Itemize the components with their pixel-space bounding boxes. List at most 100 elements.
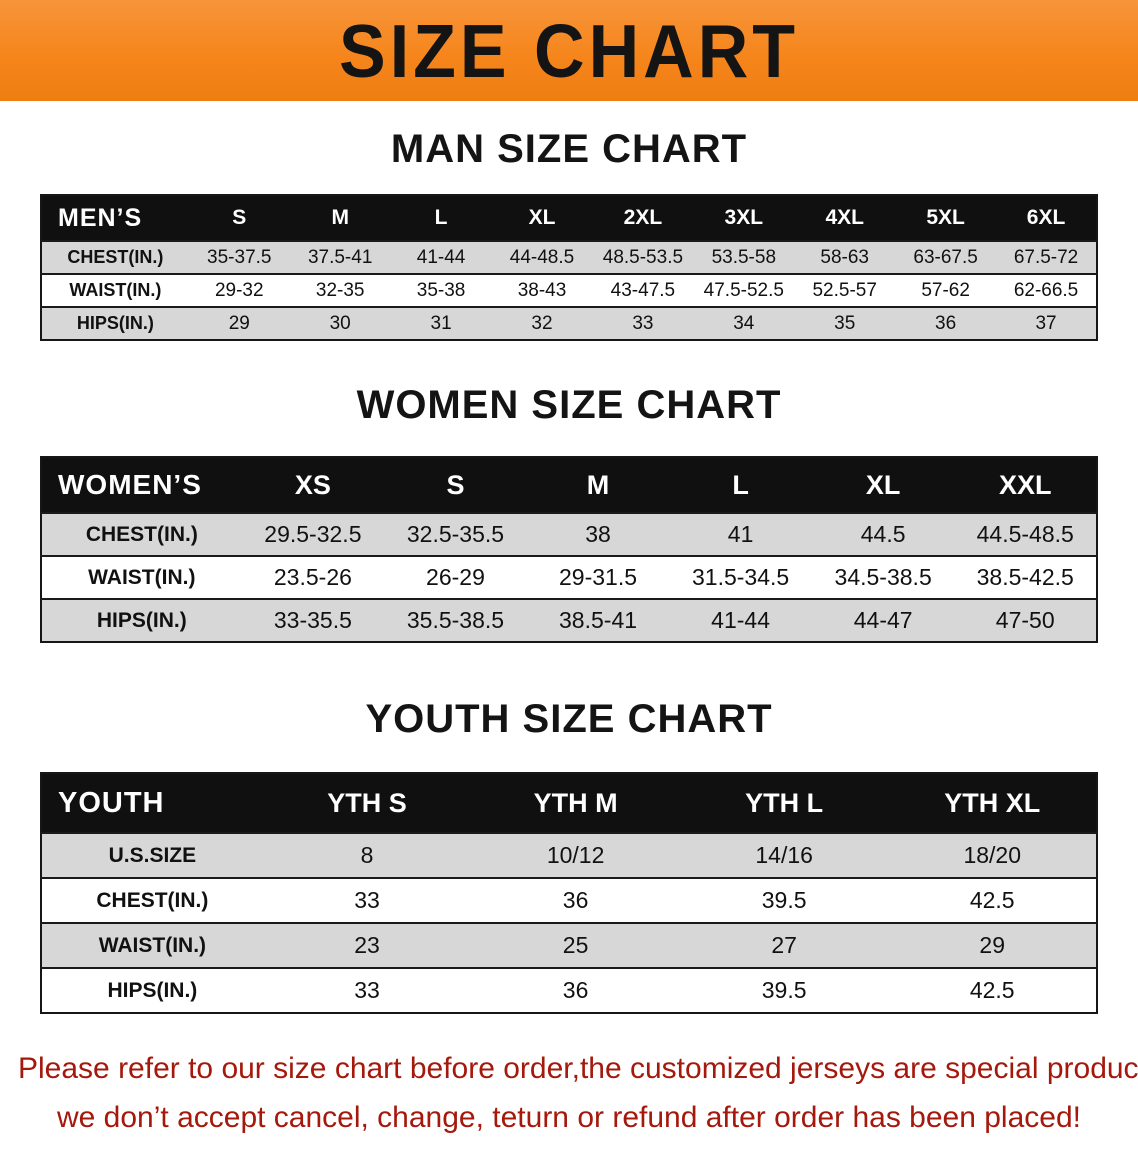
value-cell: 31.5-34.5 (691, 564, 790, 590)
measurement-row: WAIST(IN.) 29-32 32-35 35-38 38-43 43-47.5 47.… (41, 274, 1097, 307)
value-cell: 39.5 (761, 977, 807, 1003)
row-label-cell: HIPS(IN.) (107, 978, 198, 1002)
value-cell: 26-29 (426, 564, 485, 590)
value-cell: 62-66.5 (1013, 279, 1079, 301)
row-label-cell: HIPS(IN.) (76, 313, 154, 333)
value-cell: 29-31.5 (559, 564, 638, 590)
value-cell: 41 (727, 521, 754, 547)
value-cell: 8 (360, 842, 374, 868)
value-cell: 30 (329, 312, 351, 334)
value-cell: 36 (562, 887, 589, 913)
value-cell: 33-35.5 (273, 607, 352, 633)
value-cell: 29 (228, 312, 250, 334)
row-label-cell: CHEST(IN.) (85, 522, 198, 546)
size-header-cell: 5XL (895, 195, 997, 241)
value-cell: 35-37.5 (207, 246, 272, 268)
size-header-cell: YTH S (262, 773, 472, 833)
measurement-row: WAIST(IN.) 23.5-26 26-29 29-31.5 31.5-34.5 34… (41, 556, 1097, 599)
value-cell: 44.5-48.5 (976, 521, 1074, 547)
row-label-cell: CHEST(IN.) (67, 247, 164, 267)
value-cell: 52.5-57 (812, 279, 877, 301)
value-cell: 36 (935, 312, 957, 334)
value-cell: 42.5 (969, 887, 1015, 913)
measurement-row: HIPS(IN.) 29 30 31 32 33 34 35 36 37 (41, 307, 1097, 340)
measurement-row: CHEST(IN.) 29.5-32.5 32.5-35.5 38 41 44.5 44.5… (41, 513, 1097, 556)
measurement-row: HIPS(IN.) 33-35.5 35.5-38.5 38.5-41 41-44 44-… (41, 599, 1097, 642)
value-cell: 32-35 (315, 279, 365, 301)
section-women: WOMEN SIZE CHART WOMEN’S XS S M L XL XXL CHEST(… (0, 383, 1138, 643)
size-header-cell: YTH L (679, 773, 889, 833)
value-cell: 38.5-41 (559, 607, 638, 633)
table-title-cell: MEN’S (41, 195, 189, 241)
size-header-cell: M (526, 457, 670, 513)
size-header-cell: YTH XL (888, 773, 1097, 833)
value-cell: 38 (585, 521, 611, 547)
measurement-row: WAIST(IN.) 23 25 27 29 (41, 923, 1097, 968)
value-cell: 39.5 (761, 887, 807, 913)
value-cell: 29.5-32.5 (264, 521, 362, 547)
value-cell: 35-38 (416, 279, 466, 301)
value-cell: 33 (354, 887, 380, 913)
value-cell: 67.5-72 (1013, 246, 1079, 268)
disclaimer-line-2: we don’t accept cancel, change, teturn o… (57, 1101, 1081, 1134)
value-cell: 10/12 (546, 842, 605, 868)
value-cell: 35.5-38.5 (406, 607, 505, 633)
value-cell: 37 (1035, 312, 1057, 334)
value-cell: 34.5-38.5 (834, 564, 932, 590)
value-cell: 44-48.5 (509, 246, 575, 268)
value-cell: 14/16 (755, 842, 813, 868)
value-cell: 34 (733, 312, 755, 334)
value-cell: 41-44 (711, 607, 770, 633)
youth-section-heading: YOUTH SIZE CHART (365, 697, 773, 741)
value-cell: 63-67.5 (913, 246, 978, 268)
size-header-cell: M (289, 195, 391, 241)
row-label-cell: WAIST(IN.) (69, 280, 162, 300)
row-label-cell: HIPS(IN.) (96, 608, 187, 632)
value-cell: 27 (771, 932, 797, 958)
value-cell: 29-32 (214, 279, 264, 301)
value-cell: 29 (979, 932, 1006, 958)
size-header-cell: 6XL (996, 195, 1097, 241)
measurement-row: CHEST(IN.) 33 36 39.5 42.5 (41, 878, 1097, 923)
youth-size-table: YOUTH YTH S YTH M YTH L YTH XL U.S.SIZE 8 10/12… (40, 772, 1098, 1014)
size-header-row: WOMEN’S XS S M L XL XXL (41, 457, 1097, 513)
value-cell: 32.5-35.5 (406, 521, 505, 547)
size-header-cell: 3XL (693, 195, 795, 241)
value-cell: 38.5-42.5 (976, 564, 1074, 590)
disclaimer-line-1: Please refer to our size chart before or… (18, 1052, 1138, 1085)
value-cell: 41-44 (416, 246, 466, 268)
value-cell: 38-43 (517, 279, 567, 301)
value-cell: 18/20 (963, 842, 1021, 868)
value-cell: 43-47.5 (610, 279, 676, 301)
size-header-cell: S (188, 195, 290, 241)
value-cell: 53.5-58 (711, 246, 777, 268)
value-cell: 23.5-26 (273, 564, 352, 590)
value-cell: 32 (531, 312, 553, 334)
page-title: SIZE CHART (339, 8, 799, 93)
table-title-cell: YOUTH (41, 773, 263, 833)
value-cell: 37.5-41 (307, 246, 373, 268)
size-header-row: MEN’S S M L XL 2XL 3XL 4XL 5XL 6XL (41, 195, 1097, 241)
size-header-cell: 4XL (794, 195, 896, 241)
table-title-cell: WOMEN’S (41, 457, 242, 513)
size-header-cell: L (390, 195, 492, 241)
women-section-heading: WOMEN SIZE CHART (356, 383, 782, 427)
value-cell: 33 (632, 312, 654, 334)
measurement-row: HIPS(IN.) 33 36 39.5 42.5 (41, 968, 1097, 1013)
measurement-row: CHEST(IN.) 35-37.5 37.5-41 41-44 44-48.5 48.5… (41, 241, 1097, 274)
size-header-row: YOUTH YTH S YTH M YTH L YTH XL (41, 773, 1097, 833)
row-label-cell: WAIST(IN.) (98, 933, 207, 957)
value-cell: 47.5-52.5 (703, 279, 784, 301)
value-cell: 31 (430, 312, 452, 334)
size-header-cell: XS (241, 457, 385, 513)
disclaimer: Please refer to our size chart before or… (18, 1044, 1138, 1142)
size-header-cell: XL (811, 457, 955, 513)
value-cell: 44-47 (853, 607, 913, 633)
value-cell: 35 (834, 312, 856, 334)
size-header-cell: 2XL (592, 195, 694, 241)
size-chart-banner: SIZE CHART (0, 0, 1138, 101)
value-cell: 23 (354, 932, 380, 958)
row-label-cell: WAIST(IN.) (88, 565, 196, 589)
value-cell: 33 (354, 977, 380, 1003)
value-cell: 47-50 (995, 607, 1055, 633)
